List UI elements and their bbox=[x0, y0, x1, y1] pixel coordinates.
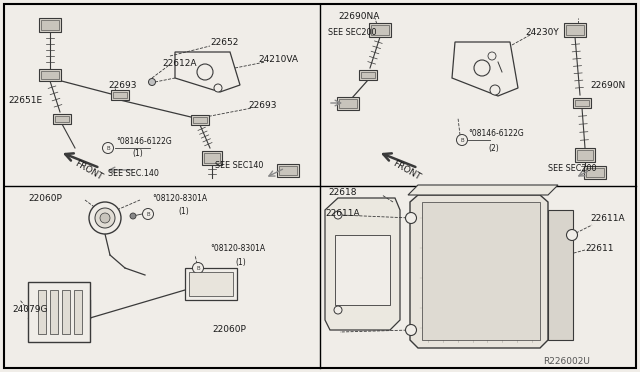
Polygon shape bbox=[408, 185, 558, 195]
Text: °08146-6122G: °08146-6122G bbox=[468, 128, 524, 138]
Text: 22693: 22693 bbox=[248, 100, 276, 109]
Text: 24230Y: 24230Y bbox=[525, 28, 559, 36]
Text: B: B bbox=[460, 138, 464, 142]
Text: (1): (1) bbox=[132, 148, 143, 157]
Circle shape bbox=[406, 324, 417, 336]
Circle shape bbox=[89, 202, 121, 234]
Bar bbox=[573, 98, 591, 108]
Circle shape bbox=[490, 85, 500, 95]
Polygon shape bbox=[325, 198, 400, 330]
Circle shape bbox=[488, 52, 496, 60]
Text: 22612A: 22612A bbox=[162, 58, 196, 67]
Bar bbox=[193, 117, 207, 123]
Bar bbox=[361, 72, 375, 78]
Text: FRONT: FRONT bbox=[391, 159, 422, 182]
Bar bbox=[202, 151, 222, 165]
Polygon shape bbox=[452, 42, 518, 96]
Text: 24079G: 24079G bbox=[12, 305, 47, 314]
Text: 24210VA: 24210VA bbox=[258, 55, 298, 64]
Text: SEE SEC200: SEE SEC200 bbox=[548, 164, 596, 173]
Polygon shape bbox=[410, 195, 548, 348]
Circle shape bbox=[205, 282, 211, 286]
Circle shape bbox=[143, 208, 154, 219]
Bar bbox=[548, 210, 573, 340]
Bar bbox=[371, 25, 389, 35]
Bar bbox=[28, 282, 90, 342]
Text: 22060P: 22060P bbox=[212, 326, 246, 334]
Text: 22690NA: 22690NA bbox=[338, 12, 380, 20]
Text: SEE SEC200: SEE SEC200 bbox=[328, 28, 376, 36]
Bar bbox=[575, 100, 589, 106]
Circle shape bbox=[193, 263, 204, 273]
Text: (2): (2) bbox=[488, 144, 499, 153]
Circle shape bbox=[456, 135, 467, 145]
Bar bbox=[189, 272, 233, 296]
Bar bbox=[277, 164, 299, 176]
Polygon shape bbox=[175, 52, 240, 92]
Text: 22611A: 22611A bbox=[325, 208, 360, 218]
Text: SEE SEC.140: SEE SEC.140 bbox=[108, 169, 159, 177]
Text: °08146-6122G: °08146-6122G bbox=[116, 137, 172, 145]
Bar bbox=[204, 153, 220, 163]
Text: 22618: 22618 bbox=[328, 187, 356, 196]
Text: B: B bbox=[146, 212, 150, 217]
Bar bbox=[279, 166, 297, 174]
Text: °08120-8301A: °08120-8301A bbox=[210, 244, 265, 253]
Bar bbox=[185, 268, 237, 300]
Bar bbox=[586, 167, 604, 176]
Circle shape bbox=[102, 142, 113, 154]
Text: B: B bbox=[196, 266, 200, 270]
Text: FRONT: FRONT bbox=[73, 159, 104, 182]
Bar bbox=[566, 25, 584, 35]
Bar bbox=[55, 116, 69, 122]
Text: 22611A: 22611A bbox=[590, 214, 625, 222]
Bar bbox=[50, 290, 58, 334]
Text: 22690N: 22690N bbox=[590, 80, 625, 90]
Bar bbox=[41, 20, 59, 30]
Circle shape bbox=[334, 306, 342, 314]
Bar bbox=[575, 148, 595, 162]
Text: 22651E: 22651E bbox=[8, 96, 42, 105]
Bar bbox=[113, 92, 127, 98]
Text: (1): (1) bbox=[235, 257, 246, 266]
Circle shape bbox=[130, 213, 136, 219]
Bar bbox=[191, 115, 209, 125]
Text: SEE SEC140: SEE SEC140 bbox=[215, 160, 264, 170]
Circle shape bbox=[214, 84, 222, 92]
Circle shape bbox=[566, 230, 577, 241]
Circle shape bbox=[148, 78, 156, 86]
Circle shape bbox=[334, 211, 342, 219]
Circle shape bbox=[474, 60, 490, 76]
Text: 22611: 22611 bbox=[585, 244, 614, 253]
Circle shape bbox=[406, 212, 417, 224]
Bar bbox=[39, 18, 61, 32]
Bar bbox=[335, 235, 390, 305]
Text: 22060P: 22060P bbox=[28, 193, 62, 202]
Bar bbox=[577, 150, 593, 160]
Bar bbox=[339, 99, 357, 108]
Bar bbox=[41, 71, 59, 79]
Bar bbox=[53, 114, 71, 124]
Bar bbox=[369, 23, 391, 37]
Bar bbox=[564, 23, 586, 37]
Text: °08120-8301A: °08120-8301A bbox=[152, 193, 207, 202]
Bar bbox=[39, 69, 61, 81]
Text: (1): (1) bbox=[178, 206, 189, 215]
Text: B: B bbox=[106, 145, 110, 151]
Bar bbox=[337, 96, 359, 109]
Bar bbox=[584, 166, 606, 179]
Circle shape bbox=[100, 213, 110, 223]
Text: 22693: 22693 bbox=[108, 80, 136, 90]
Bar bbox=[422, 202, 540, 340]
Circle shape bbox=[95, 208, 115, 228]
Bar bbox=[38, 290, 46, 334]
Circle shape bbox=[203, 279, 213, 289]
Bar bbox=[74, 290, 82, 334]
Bar bbox=[359, 70, 377, 80]
Bar bbox=[62, 290, 70, 334]
Bar bbox=[111, 90, 129, 100]
Text: R226002U: R226002U bbox=[543, 357, 590, 366]
Circle shape bbox=[197, 64, 213, 80]
Text: 22652: 22652 bbox=[210, 38, 238, 46]
